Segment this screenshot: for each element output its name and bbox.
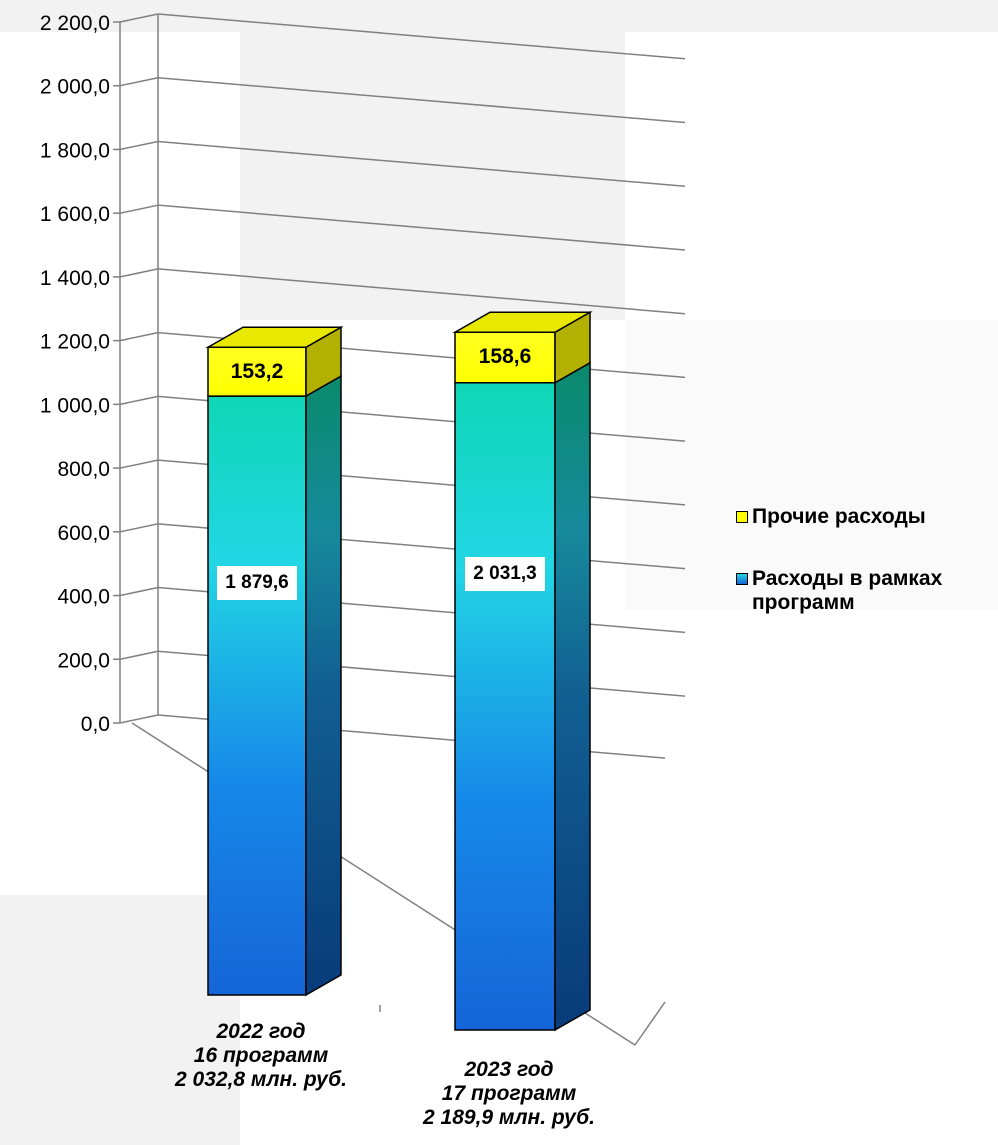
data-label-other: 158,6 xyxy=(478,345,532,369)
gridline-depth xyxy=(119,714,159,724)
category-label-line: 2022 год xyxy=(216,1020,306,1043)
gridline-depth xyxy=(119,13,159,23)
category-label-line: 2 189,9 млн. руб. xyxy=(423,1106,595,1129)
gridline xyxy=(157,76,686,124)
gridline xyxy=(157,140,686,187)
bar-segment-other xyxy=(454,331,556,384)
gridline-depth xyxy=(119,204,159,214)
y-tick-label: 1 000,0 xyxy=(40,394,110,417)
gridline-depth xyxy=(119,459,159,469)
gridline-depth xyxy=(119,395,159,406)
gridline-depth xyxy=(119,140,159,151)
gridline-depth xyxy=(119,268,159,278)
y-tick-label: 1 600,0 xyxy=(40,203,110,226)
y-tick-label: 400,0 xyxy=(57,586,110,609)
chart-legend: Прочие расходы Расходы в рамках программ xyxy=(736,505,992,653)
legend-swatch-other xyxy=(736,511,748,523)
y-tick-label: 2 000,0 xyxy=(40,76,110,99)
legend-label-programs: Расходы в рамках программ xyxy=(752,567,943,614)
legend-item-other: Прочие расходы xyxy=(736,505,992,529)
gridline xyxy=(157,13,686,60)
y-tick-label: 1 800,0 xyxy=(40,139,110,162)
category-label-line: 16 программ xyxy=(193,1044,329,1067)
background-panel xyxy=(625,320,998,610)
bar-segment-programs xyxy=(207,395,307,996)
legend-label-other: Прочие расходы xyxy=(752,505,926,528)
category-label-2023: 2023 год 17 программ 2 189,9 млн. руб. xyxy=(380,1058,638,1130)
category-label-line: 2023 год xyxy=(464,1058,554,1081)
gridline xyxy=(157,204,686,251)
category-label-line: 2 032,8 млн. руб. xyxy=(175,1068,347,1091)
gridline-depth xyxy=(119,331,159,342)
y-tick-label: 1 200,0 xyxy=(40,331,110,354)
y-tick-label: 200,0 xyxy=(57,649,110,672)
category-label-2022: 2022 год 16 программ 2 032,8 млн. руб. xyxy=(132,1020,390,1092)
gridline-depth xyxy=(119,76,159,87)
legend-item-programs: Расходы в рамках программ xyxy=(736,567,992,615)
background-panel xyxy=(0,895,240,1145)
gridline-depth xyxy=(119,523,159,533)
category-label-line: 17 программ xyxy=(441,1082,577,1105)
gridline-depth xyxy=(119,650,159,661)
y-tick-label: 600,0 xyxy=(57,522,110,545)
bar-segment-programs xyxy=(454,382,556,1031)
bar-side-programs xyxy=(554,361,591,1032)
gridline xyxy=(157,268,686,315)
y-tick-label: 1 400,0 xyxy=(40,267,110,290)
y-tick-label: 2 200,0 xyxy=(40,12,110,35)
data-label-programs: 2 031,3 xyxy=(465,557,545,591)
bar-top-other xyxy=(205,326,344,349)
data-label-programs: 1 879,6 xyxy=(217,566,297,600)
legend-swatch-programs xyxy=(736,573,748,585)
bar-segment-other xyxy=(207,346,307,397)
data-label-other: 153,2 xyxy=(230,359,284,383)
bar-side-programs xyxy=(305,374,342,997)
background-panel xyxy=(0,0,998,32)
gridline-depth xyxy=(119,586,159,597)
y-tick-label: 800,0 xyxy=(57,458,110,481)
floor-side-edge xyxy=(634,1001,666,1046)
bar-top-other xyxy=(452,311,593,333)
y-tick-label: 0,0 xyxy=(81,713,110,736)
